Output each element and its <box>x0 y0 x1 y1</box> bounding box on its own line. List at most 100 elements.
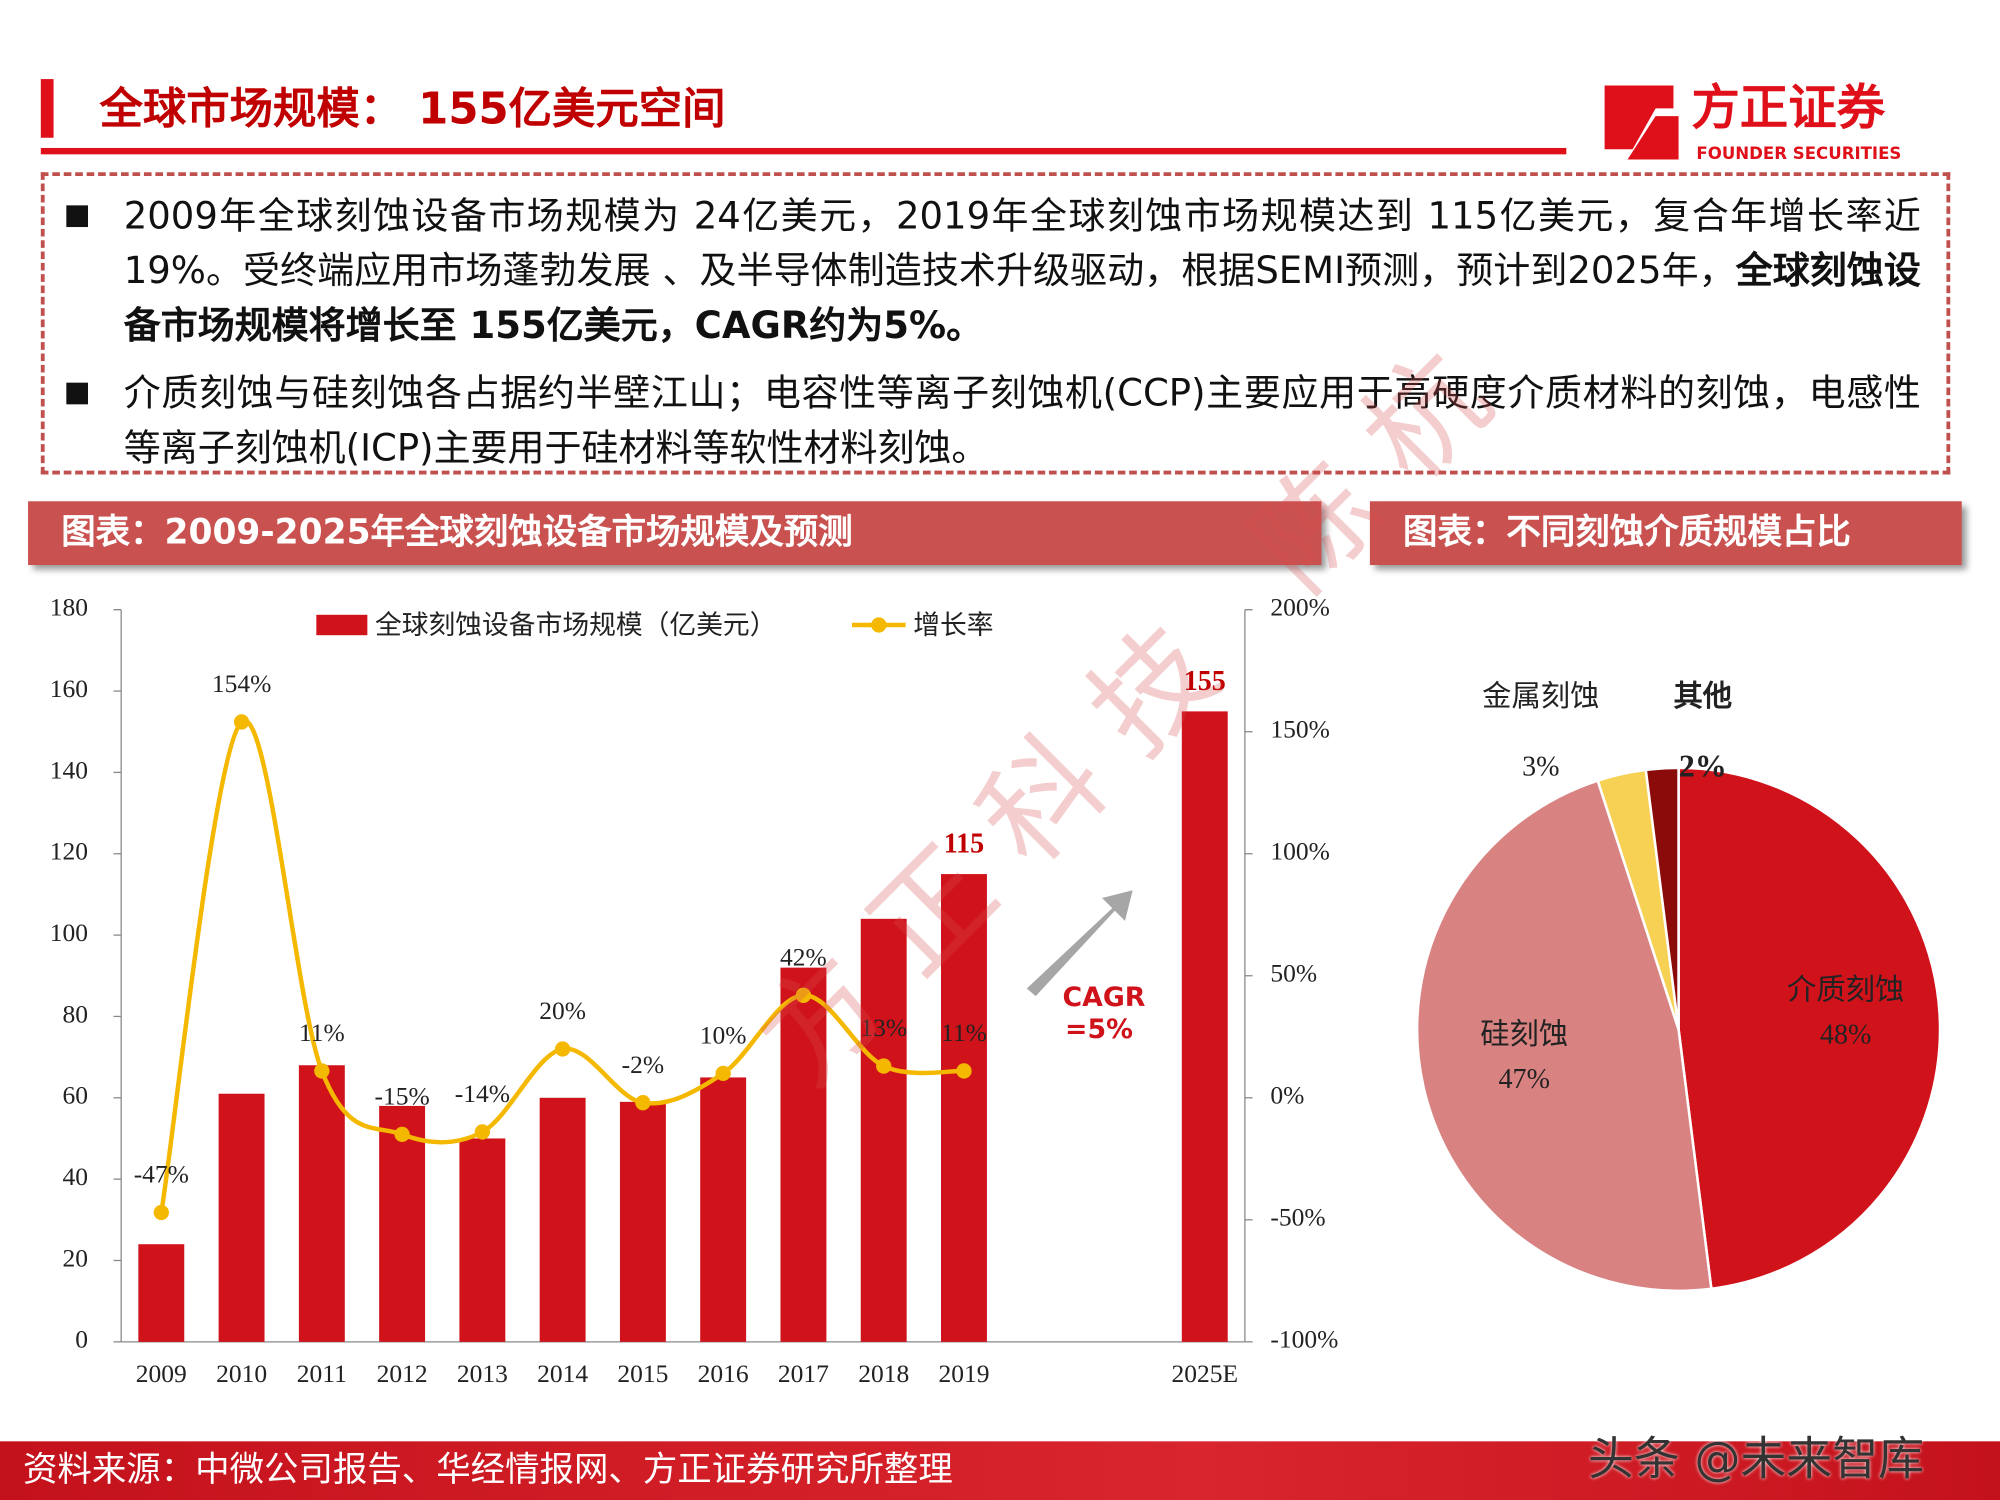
bar <box>379 1105 426 1342</box>
growth-label: 42% <box>780 942 827 971</box>
bar <box>459 1138 506 1342</box>
logo: 方正证券 FOUNDER SECURITIES <box>1604 80 1901 163</box>
x-tick-label: 2009 <box>136 1359 187 1388</box>
growth-point <box>153 1204 169 1221</box>
y2-tick-label: 200% <box>1270 593 1330 622</box>
x-tick-label: 2012 <box>377 1359 428 1388</box>
bullet-bold: 全球刻蚀设备市场规模将增长至 155亿美元，CAGR约为5%。 <box>123 248 1921 347</box>
y-tick-label: 60 <box>63 1081 89 1110</box>
y-tick-label: 20 <box>63 1243 89 1272</box>
title-rule <box>40 147 1567 155</box>
growth-point <box>715 1065 731 1082</box>
pie-label: 硅刻蚀 <box>1480 1017 1568 1051</box>
bar <box>138 1244 185 1342</box>
y-tick-label: 160 <box>50 674 88 703</box>
x-tick-label: 2010 <box>216 1359 267 1388</box>
growth-point <box>956 1063 972 1079</box>
growth-point <box>635 1095 651 1111</box>
panel-title: 图表：2009-2025年全球刻蚀设备市场规模及预测 <box>28 501 1322 566</box>
x-tick-label: 2018 <box>858 1359 909 1388</box>
x-tick-label: 2025E <box>1171 1359 1238 1388</box>
y-tick-label: 140 <box>50 755 88 784</box>
x-tick-label: 2017 <box>778 1359 829 1388</box>
x-tick-label: 2014 <box>537 1359 588 1388</box>
x-tick-label: 2019 <box>938 1359 989 1388</box>
bar <box>1181 711 1228 1342</box>
bar <box>298 1065 345 1342</box>
bar-value-label: 155 <box>1184 666 1226 697</box>
pie-value-label: 2% <box>1679 748 1727 783</box>
legend-label: 增长率 <box>913 610 993 641</box>
growth-label: -15% <box>374 1082 429 1111</box>
y-tick-label: 180 <box>50 593 88 622</box>
title-marker <box>40 79 54 138</box>
growth-point <box>876 1058 892 1074</box>
x-tick-label: 2016 <box>698 1359 749 1388</box>
pie-value-label: 3% <box>1522 752 1559 783</box>
bar-line-chart: 0 20 40 60 80 100 120 140 160 180 -100% -50% 0% 50% 10… <box>50 593 1339 1389</box>
pie-slice <box>1415 779 1713 1293</box>
legend-label: 全球刻蚀设备市场规模（亿美元） <box>375 610 776 641</box>
pie-label: 其他 <box>1673 679 1732 713</box>
logo-mark <box>1604 85 1674 150</box>
pie-slice <box>1677 766 1942 1291</box>
bullet-text: 介质刻蚀与硅刻蚀各占据约半壁江山；电容性等离子刻蚀机(CCP)主要应用于高硬度介… <box>123 371 1921 470</box>
pie-label: 金属刻蚀 <box>1482 679 1599 713</box>
bar <box>780 967 827 1342</box>
source-note: 资料来源：中微公司报告、华经情报网、方正证券研究所整理 <box>0 1441 2000 1500</box>
growth-label: 154% <box>212 669 271 698</box>
growth-point <box>554 1041 571 1057</box>
annotation: =5% <box>1065 1014 1133 1045</box>
logo-en: FOUNDER SECURITIES <box>1696 144 1901 163</box>
growth-label: -2% <box>622 1050 664 1079</box>
watermark: 头条 @未来智库 <box>1588 1433 1925 1486</box>
growth-label: -47% <box>134 1160 189 1189</box>
logo-mark <box>1627 116 1679 160</box>
bar <box>218 1093 265 1342</box>
bar <box>700 1077 747 1342</box>
slide-title: 全球市场规模： 155亿美元空间 <box>99 84 726 136</box>
growth-label: 11% <box>941 1018 987 1047</box>
y-tick-label: 120 <box>50 837 88 866</box>
bullet: 介质刻蚀与硅刻蚀各占据约半壁江山；电容性等离子刻蚀机(CCP)主要应用于高硬度介… <box>66 366 1921 476</box>
y2-tick-label: 100% <box>1270 837 1330 866</box>
y2-tick-label: -100% <box>1270 1325 1338 1354</box>
pie-slice <box>1644 766 1680 1030</box>
panel-title: 图表：不同刻蚀介质规模占比 <box>1369 501 1962 566</box>
growth-point <box>233 714 250 730</box>
pie-value-label: 47% <box>1499 1064 1550 1095</box>
growth-point <box>474 1124 491 1140</box>
growth-label: 20% <box>539 996 586 1025</box>
pie-value-label: 48% <box>1820 1019 1871 1050</box>
x-tick-label: 2015 <box>617 1359 668 1388</box>
legend-swatch <box>871 617 887 633</box>
growth-label: 10% <box>700 1021 747 1050</box>
bullet-box: 2009年全球刻蚀设备市场规模为 24亿美元，2019年全球刻蚀市场规模达到 1… <box>40 172 1951 476</box>
growth-point <box>795 987 812 1003</box>
growth-label: 13% <box>860 1013 907 1042</box>
logo-text: 方正证券 <box>1691 80 1885 136</box>
y-tick-label: 0 <box>75 1325 88 1354</box>
y-tick-label: 80 <box>63 999 89 1028</box>
bar <box>539 1097 586 1342</box>
bar <box>941 874 987 1342</box>
y2-tick-label: -50% <box>1270 1203 1325 1232</box>
annotation: CAGR <box>1062 982 1145 1013</box>
growth-label: 11% <box>299 1018 345 1047</box>
y2-tick-label: 150% <box>1270 715 1330 744</box>
x-tick-label: 2013 <box>457 1359 508 1388</box>
bullet-text: 2009年全球刻蚀设备市场规模为 24亿美元，2019年全球刻蚀市场规模达到 1… <box>123 193 1921 293</box>
x-tick-label: 2011 <box>297 1359 347 1388</box>
growth-point <box>394 1126 410 1143</box>
pie-label: 介质刻蚀 <box>1787 973 1904 1007</box>
arrow <box>1026 890 1133 997</box>
bullet: 2009年全球刻蚀设备市场规模为 24亿美元，2019年全球刻蚀市场规模达到 1… <box>66 189 1921 354</box>
legend-swatch <box>316 614 368 636</box>
growth-point <box>314 1063 330 1079</box>
y2-tick-label: 0% <box>1270 1081 1304 1110</box>
y-tick-label: 100 <box>50 918 88 947</box>
y-tick-label: 40 <box>63 1162 89 1191</box>
bar <box>619 1101 666 1342</box>
